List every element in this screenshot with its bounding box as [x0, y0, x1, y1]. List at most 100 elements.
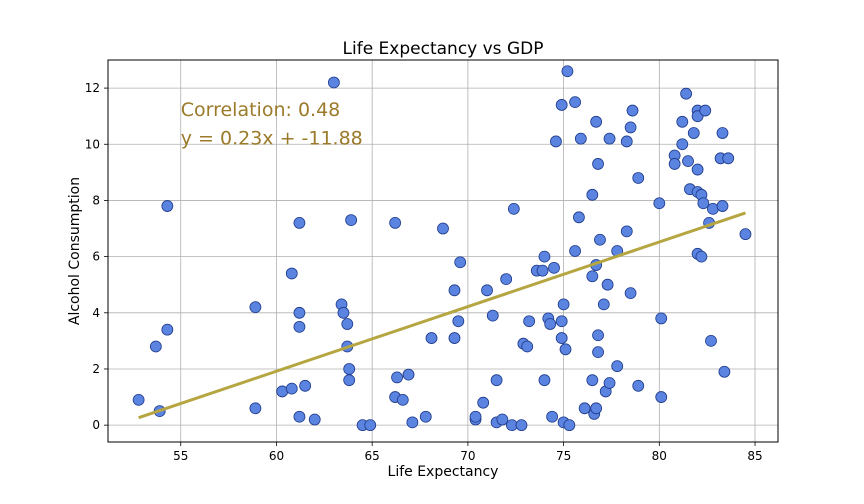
- data-point: [586, 188, 599, 201]
- data-point: [507, 202, 520, 215]
- data-point: [626, 104, 639, 117]
- data-point: [705, 334, 717, 347]
- data-point: [632, 379, 645, 392]
- data-point: [569, 96, 581, 109]
- data-point: [695, 250, 708, 263]
- data-point: [682, 155, 694, 168]
- y-axis-ticks: 0 2 4 6 8 10 12: [85, 81, 108, 432]
- data-point: [538, 250, 551, 263]
- data-point: [285, 267, 298, 280]
- data-point: [343, 363, 356, 375]
- data-point: [620, 135, 633, 148]
- y-tick-label: 6: [92, 250, 100, 264]
- data-point: [425, 332, 438, 344]
- data-point: [561, 65, 574, 78]
- data-point: [299, 379, 312, 392]
- data-point: [573, 211, 585, 224]
- regression-line: [138, 211, 746, 420]
- data-point: [419, 410, 432, 423]
- data-point: [391, 371, 403, 384]
- data-point: [293, 320, 306, 333]
- data-point: [578, 402, 591, 415]
- data-point: [389, 217, 402, 229]
- x-tick-label: 60: [269, 449, 284, 463]
- y-tick-label: 4: [92, 306, 100, 320]
- data-point: [655, 312, 668, 325]
- x-tick-label: 75: [556, 449, 571, 463]
- data-point: [597, 298, 610, 311]
- x-axis-ticks: 55 60 65 70 75 80 85: [173, 442, 763, 463]
- data-point: [327, 76, 340, 89]
- data-point: [343, 374, 356, 387]
- data-point: [603, 377, 616, 389]
- data-point: [594, 233, 606, 246]
- x-axis-label: Life Expectancy: [388, 464, 499, 480]
- data-point: [557, 298, 570, 311]
- data-point: [308, 413, 321, 426]
- data-point: [574, 132, 587, 145]
- data-point: [716, 127, 729, 139]
- x-tick-label: 55: [173, 449, 188, 463]
- data-point: [620, 225, 633, 238]
- data-point: [345, 214, 358, 227]
- data-point: [249, 402, 262, 415]
- data-point: [655, 391, 668, 403]
- data-point: [555, 315, 568, 328]
- x-tick-label: 85: [747, 449, 762, 463]
- data-point: [592, 346, 604, 359]
- data-point: [546, 410, 559, 423]
- data-point: [548, 261, 560, 274]
- y-tick-label: 2: [92, 362, 100, 376]
- data-point: [590, 402, 603, 415]
- data-point: [364, 419, 377, 432]
- data-point: [550, 135, 562, 148]
- data-point: [437, 222, 449, 235]
- data-point: [402, 368, 415, 381]
- data-point: [477, 396, 490, 409]
- data-point: [500, 273, 513, 285]
- data-point: [590, 115, 603, 128]
- data-point: [486, 309, 499, 322]
- data-point: [632, 172, 645, 184]
- data-point: [293, 217, 306, 229]
- data-point: [592, 329, 604, 342]
- data-point: [496, 413, 509, 426]
- data-point: [285, 382, 298, 395]
- data-point: [544, 318, 557, 330]
- grid: [108, 60, 778, 442]
- regression-equation-annotation: y = 0.23x + -11.88: [181, 127, 363, 149]
- data-point: [555, 99, 568, 111]
- data-point: [406, 416, 419, 429]
- data-point: [396, 393, 409, 406]
- data-point: [668, 158, 681, 170]
- plot-frame: [107, 59, 779, 443]
- chart-title: Life Expectancy vs GDP: [343, 39, 544, 59]
- data-point: [515, 419, 528, 432]
- data-point: [149, 340, 162, 353]
- y-tick-label: 0: [92, 418, 100, 432]
- x-tick-label: 80: [652, 449, 667, 463]
- x-tick-label: 65: [365, 449, 380, 463]
- y-tick-label: 8: [92, 193, 100, 207]
- data-point: [569, 245, 581, 257]
- data-point: [559, 343, 572, 356]
- data-point: [624, 287, 637, 300]
- data-point: [132, 393, 145, 406]
- data-point: [699, 104, 712, 117]
- x-tick-label: 70: [460, 449, 475, 463]
- data-point: [452, 315, 465, 328]
- data-point: [697, 197, 710, 210]
- data-point: [563, 419, 576, 432]
- data-point: [521, 340, 534, 353]
- data-point: [161, 200, 174, 212]
- data-point: [481, 284, 493, 297]
- data-point: [454, 256, 467, 269]
- data-point: [687, 127, 700, 139]
- data-point: [555, 332, 568, 344]
- data-point: [716, 200, 729, 212]
- y-tick-label: 10: [85, 137, 100, 151]
- data-point: [718, 365, 731, 378]
- data-point: [592, 158, 604, 170]
- data-point: [739, 228, 752, 241]
